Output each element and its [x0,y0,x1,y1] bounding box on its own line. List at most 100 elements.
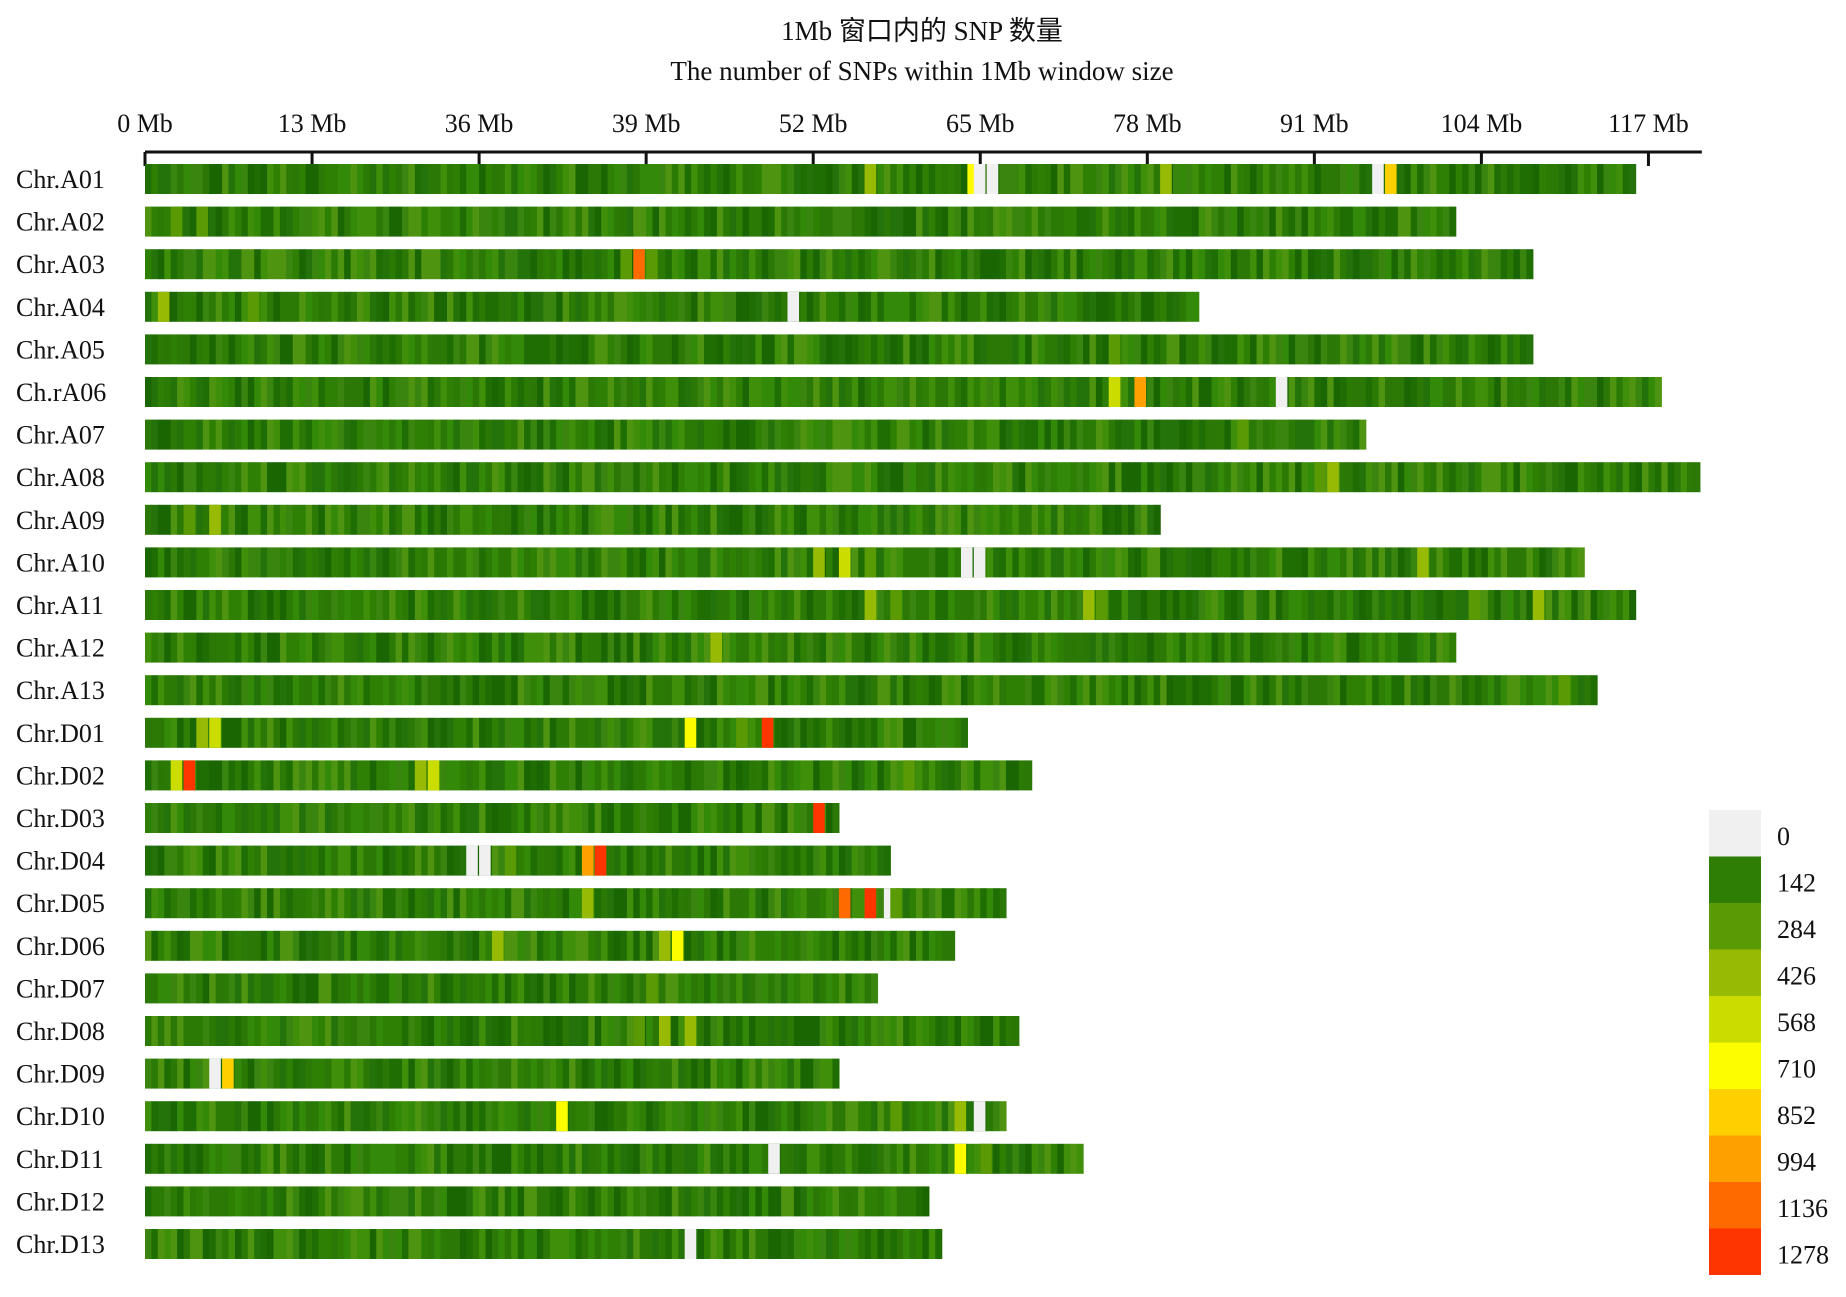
window-cell [562,1058,570,1089]
window-cell [838,930,846,961]
window-cell [813,419,821,450]
window-cell [434,334,442,365]
window-cell [1487,334,1495,365]
x-tick-label: 36 Mb [445,109,514,138]
window-cell [607,888,615,919]
window-cell [312,590,320,620]
window-cell [639,973,647,1004]
window-cell [729,760,737,791]
window-cell [1558,164,1566,194]
window-cell [1462,675,1470,706]
window-cell [909,888,917,919]
window-cell [1063,632,1071,663]
window-cell [845,973,853,1004]
window-cell [1320,206,1328,237]
window-cell [614,291,622,322]
window-cell [562,206,570,237]
window-cell [626,590,634,620]
window-cell [851,973,859,1004]
window-cell [716,675,724,706]
window-cell [241,1101,249,1132]
window-cell [1012,206,1020,237]
window-cell [569,1058,577,1089]
window-cell [1256,164,1264,194]
window-cell [530,1058,538,1089]
window-cell [1262,419,1270,450]
window-cell [877,377,885,407]
window-cell [491,1101,499,1132]
window-cell [800,760,808,791]
window-cell [357,675,365,706]
window-cell [639,717,647,748]
window-cell [774,1101,782,1132]
window-cell [928,1101,936,1132]
window-cell [967,206,975,237]
window-cell [157,590,165,620]
window-cell [260,1101,268,1132]
window-cell [935,547,943,578]
window-cell [967,249,975,280]
window-cell [793,675,801,706]
window-cell [318,504,326,535]
window-cell [723,930,731,961]
window-cell [530,419,538,450]
window-cell [710,930,718,961]
window-cell [466,1143,474,1174]
window-cell [273,462,281,493]
window-cell [562,1186,570,1217]
window-cell [973,632,981,663]
window-cell [819,675,827,706]
window-cell [472,1186,480,1217]
window-cell [665,291,673,322]
window-cell [414,334,422,365]
window-cell [633,291,641,322]
window-cell [151,377,159,407]
window-cell [408,419,416,450]
window-cell [845,717,853,748]
window-cell [1121,590,1129,620]
window-cell [723,717,731,748]
window-cell [581,1143,589,1174]
window-cell [999,1016,1007,1046]
window-cell [479,1101,487,1132]
window-cell [524,206,532,237]
window-cell [395,888,403,919]
window-cell [466,760,474,791]
window-cell [652,1058,660,1089]
window-cell [241,164,249,194]
window-cell [337,1016,345,1046]
window-cell [826,717,834,748]
window-cell [871,291,879,322]
window-cell [671,419,679,450]
window-cell [1173,675,1181,706]
window-cell [234,760,242,791]
window-cell [254,590,262,620]
window-cell [1436,547,1444,578]
window-cell [781,760,789,791]
window-cell [967,419,975,450]
window-cell [601,590,609,620]
window-cell [620,1016,628,1046]
window-cell [556,1016,564,1046]
window-cell [594,717,602,748]
window-cell [196,164,204,194]
window-cell [806,845,814,876]
window-cell [1224,590,1232,620]
window-cell [376,845,384,876]
window-cell [774,1016,782,1046]
window-cell [1346,249,1354,280]
chromosome-rows: Chr.A01Chr.A02Chr.A03Chr.A04Chr.A05Ch.rA… [16,164,1701,1259]
window-cell [260,1143,268,1174]
window-cell [1198,249,1206,280]
window-cell [903,1101,911,1132]
window-cell [903,164,911,194]
window-cell [1224,547,1232,578]
window-cell [1423,675,1431,706]
window-cell [267,632,275,663]
window-cell [511,1143,519,1174]
window-cell [575,164,583,194]
window-cell [1070,249,1078,280]
chromosome-label: Chr.A08 [16,463,105,492]
window-cell [363,675,371,706]
